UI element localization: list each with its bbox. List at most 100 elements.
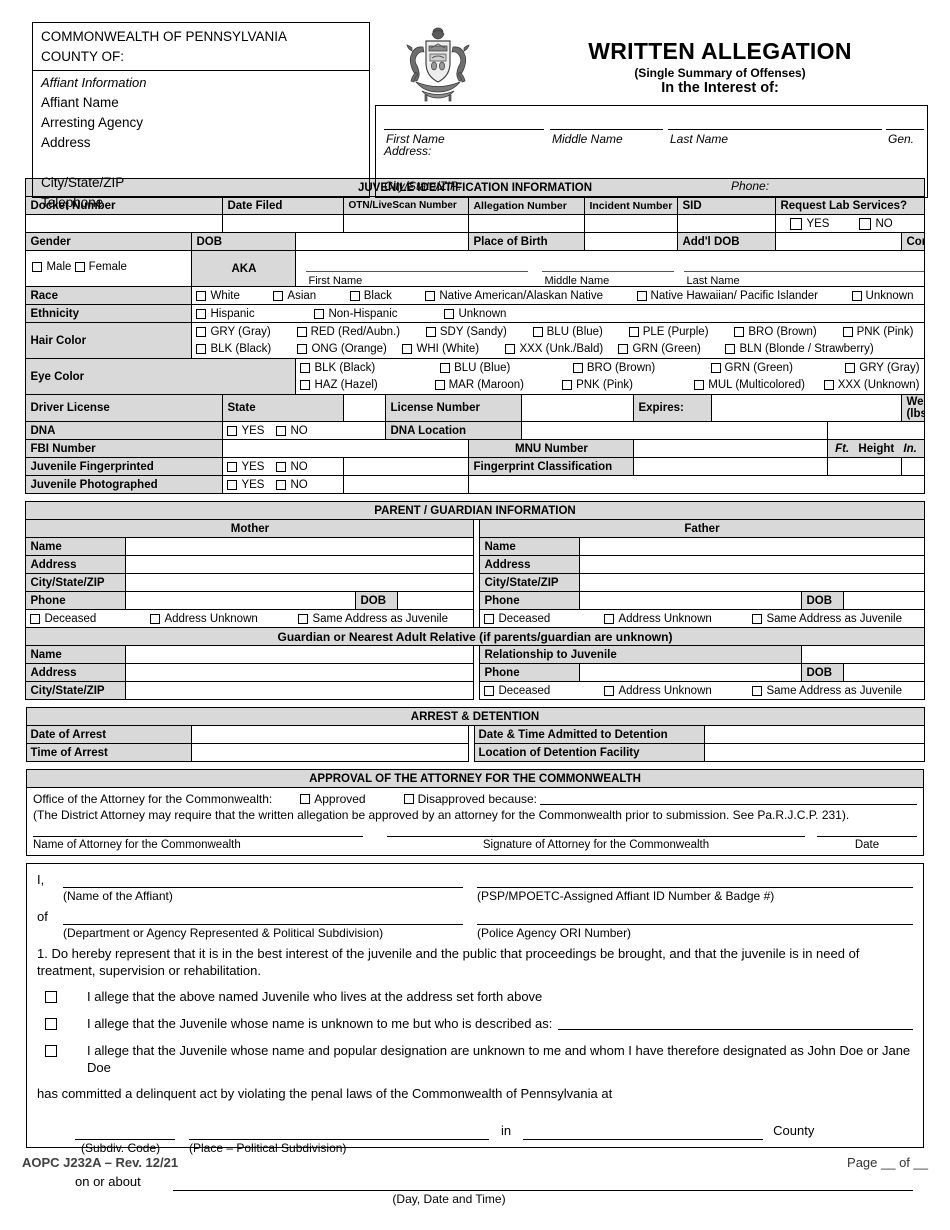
checkbox-icon[interactable] bbox=[562, 380, 573, 391]
checkbox-icon[interactable] bbox=[444, 308, 455, 319]
mother-phone-input[interactable] bbox=[125, 591, 357, 610]
aka-middle-name-rule[interactable] bbox=[542, 271, 675, 272]
checkbox-icon[interactable] bbox=[74, 262, 85, 272]
county-input[interactable] bbox=[523, 1125, 764, 1140]
hair-bln-checkbox[interactable]: BLN (Blonde / Strawberry) bbox=[725, 343, 874, 355]
date-filed-input[interactable] bbox=[222, 214, 345, 233]
gender-female-checkbox[interactable]: Female bbox=[74, 261, 127, 273]
first-name-rule[interactable] bbox=[384, 129, 544, 130]
photographed-yes-checkbox[interactable]: YES bbox=[227, 479, 264, 491]
incident-number-input[interactable] bbox=[584, 214, 679, 233]
allegation-option-1[interactable]: I allege that the above named Juvenile w… bbox=[37, 988, 913, 1006]
checkbox-icon[interactable] bbox=[196, 344, 207, 355]
ethnicity-non-hispanic-checkbox[interactable]: Non-Hispanic bbox=[314, 308, 444, 320]
dna-yes-checkbox[interactable]: YES bbox=[227, 425, 264, 437]
checkbox-icon[interactable] bbox=[484, 613, 495, 624]
mnu-number-input[interactable] bbox=[633, 439, 829, 458]
affiant-telephone-label[interactable]: Telephone bbox=[41, 195, 104, 210]
hair-sdy-checkbox[interactable]: SDY (Sandy) bbox=[425, 326, 507, 338]
affiant-city-state-zip-label[interactable]: City/State/ZIP bbox=[41, 175, 125, 190]
mother-city-input[interactable] bbox=[125, 573, 475, 592]
race-white-checkbox[interactable]: White bbox=[196, 290, 240, 302]
guardian-same-address-checkbox[interactable]: Same Address as Juvenile bbox=[752, 685, 902, 697]
allegation-option-3[interactable]: I allege that the Juvenile whose name an… bbox=[37, 1042, 913, 1076]
allegation-option-2[interactable]: I allege that the Juvenile whose name is… bbox=[37, 1015, 913, 1033]
checkbox-icon[interactable] bbox=[752, 685, 763, 696]
hair-xxx-checkbox[interactable]: XXX (Unk./Bald) bbox=[505, 343, 618, 355]
mother-address-unknown-checkbox[interactable]: Address Unknown bbox=[150, 613, 298, 625]
affiant-name-input[interactable] bbox=[63, 873, 463, 888]
father-phone-input[interactable] bbox=[579, 591, 803, 610]
middle-name-rule[interactable] bbox=[550, 129, 663, 130]
checkbox-icon[interactable] bbox=[276, 479, 287, 490]
checkbox-icon[interactable] bbox=[300, 362, 311, 373]
checkbox-icon[interactable] bbox=[227, 479, 238, 490]
father-same-address-checkbox[interactable]: Same Address as Juvenile bbox=[752, 613, 902, 625]
guardian-deceased-checkbox[interactable]: Deceased bbox=[484, 685, 604, 697]
checkbox-icon[interactable] bbox=[440, 362, 451, 373]
checkbox-icon[interactable] bbox=[425, 290, 436, 301]
hair-gry-checkbox[interactable]: GRY (Gray) bbox=[196, 326, 271, 338]
addl-dob-input[interactable] bbox=[775, 232, 903, 251]
affiant-name-label[interactable]: Affiant Name bbox=[41, 95, 119, 110]
checkbox-icon[interactable] bbox=[45, 991, 57, 1003]
checkbox-icon[interactable] bbox=[45, 1018, 57, 1030]
checkbox-icon[interactable] bbox=[314, 308, 325, 319]
otn-livescan-input[interactable] bbox=[343, 214, 470, 233]
guardian-city-input[interactable] bbox=[125, 681, 475, 700]
checkbox-icon[interactable] bbox=[32, 262, 43, 272]
mother-dob-input[interactable] bbox=[397, 591, 475, 610]
last-name-rule[interactable] bbox=[668, 129, 882, 130]
checkbox-icon[interactable] bbox=[300, 794, 311, 804]
state-input[interactable] bbox=[343, 394, 387, 422]
hair-bro-checkbox[interactable]: BRO (Brown) bbox=[734, 326, 817, 338]
attorney-signature-field[interactable]: Signature of Attorney for the Commonweal… bbox=[387, 836, 805, 853]
father-city-input[interactable] bbox=[579, 573, 925, 592]
day-date-time-input[interactable] bbox=[172, 1176, 913, 1191]
father-address-input[interactable] bbox=[579, 555, 925, 574]
checkbox-icon[interactable] bbox=[276, 461, 287, 472]
checkbox-icon[interactable] bbox=[150, 613, 161, 624]
checkbox-icon[interactable] bbox=[618, 344, 629, 355]
checkbox-icon[interactable] bbox=[790, 217, 803, 230]
allegation-description-input[interactable] bbox=[558, 1015, 913, 1030]
fbi-number-input[interactable] bbox=[222, 439, 470, 458]
checkbox-icon[interactable] bbox=[845, 362, 856, 373]
checkbox-icon[interactable] bbox=[628, 326, 639, 337]
subdiv-code-input[interactable] bbox=[75, 1125, 175, 1140]
mother-name-input[interactable] bbox=[125, 537, 475, 556]
checkbox-icon[interactable] bbox=[752, 613, 763, 624]
checkbox-icon[interactable] bbox=[604, 613, 615, 624]
department-input[interactable] bbox=[63, 910, 463, 925]
affiant-address-label[interactable]: Address bbox=[41, 135, 91, 150]
father-address-unknown-checkbox[interactable]: Address Unknown bbox=[604, 613, 752, 625]
place-political-subdivision-input[interactable] bbox=[189, 1125, 489, 1140]
checkbox-icon[interactable] bbox=[273, 290, 284, 301]
date-of-arrest-input[interactable] bbox=[190, 725, 469, 744]
checkbox-icon[interactable] bbox=[196, 290, 207, 301]
hair-pnk-checkbox[interactable]: PNK (Pink) bbox=[842, 326, 913, 338]
hair-red-checkbox[interactable]: RED (Red/Aubn.) bbox=[296, 326, 400, 338]
checkbox-icon[interactable] bbox=[300, 380, 311, 391]
allegation-number-input[interactable] bbox=[468, 214, 586, 233]
lab-services-yes-checkbox[interactable]: YES bbox=[790, 217, 829, 230]
hair-grn-checkbox[interactable]: GRN (Green) bbox=[618, 343, 725, 355]
checkbox-icon[interactable] bbox=[196, 308, 207, 319]
checkbox-icon[interactable] bbox=[725, 344, 736, 355]
checkbox-icon[interactable] bbox=[297, 344, 308, 355]
checkbox-icon[interactable] bbox=[636, 290, 647, 301]
race-native-american-checkbox[interactable]: Native American/Alaskan Native bbox=[425, 290, 603, 302]
eye-mar-checkbox[interactable]: MAR (Maroon) bbox=[434, 379, 563, 391]
location-of-facility-input[interactable] bbox=[703, 743, 925, 762]
affiant-id-input[interactable] bbox=[477, 873, 913, 888]
checkbox-icon[interactable] bbox=[842, 326, 853, 337]
eye-gry-checkbox[interactable]: GRY (Gray) bbox=[845, 362, 920, 374]
checkbox-icon[interactable] bbox=[734, 326, 745, 337]
checkbox-icon[interactable] bbox=[572, 362, 583, 373]
attorney-name-field[interactable]: Name of Attorney for the Commonwealth bbox=[33, 836, 363, 853]
checkbox-icon[interactable] bbox=[434, 380, 445, 391]
hair-whi-checkbox[interactable]: WHI (White) bbox=[402, 343, 505, 355]
ethnicity-unknown-checkbox[interactable]: Unknown bbox=[444, 308, 506, 320]
guardian-name-input[interactable] bbox=[125, 645, 475, 664]
fingerprint-classification-input[interactable] bbox=[633, 457, 829, 476]
